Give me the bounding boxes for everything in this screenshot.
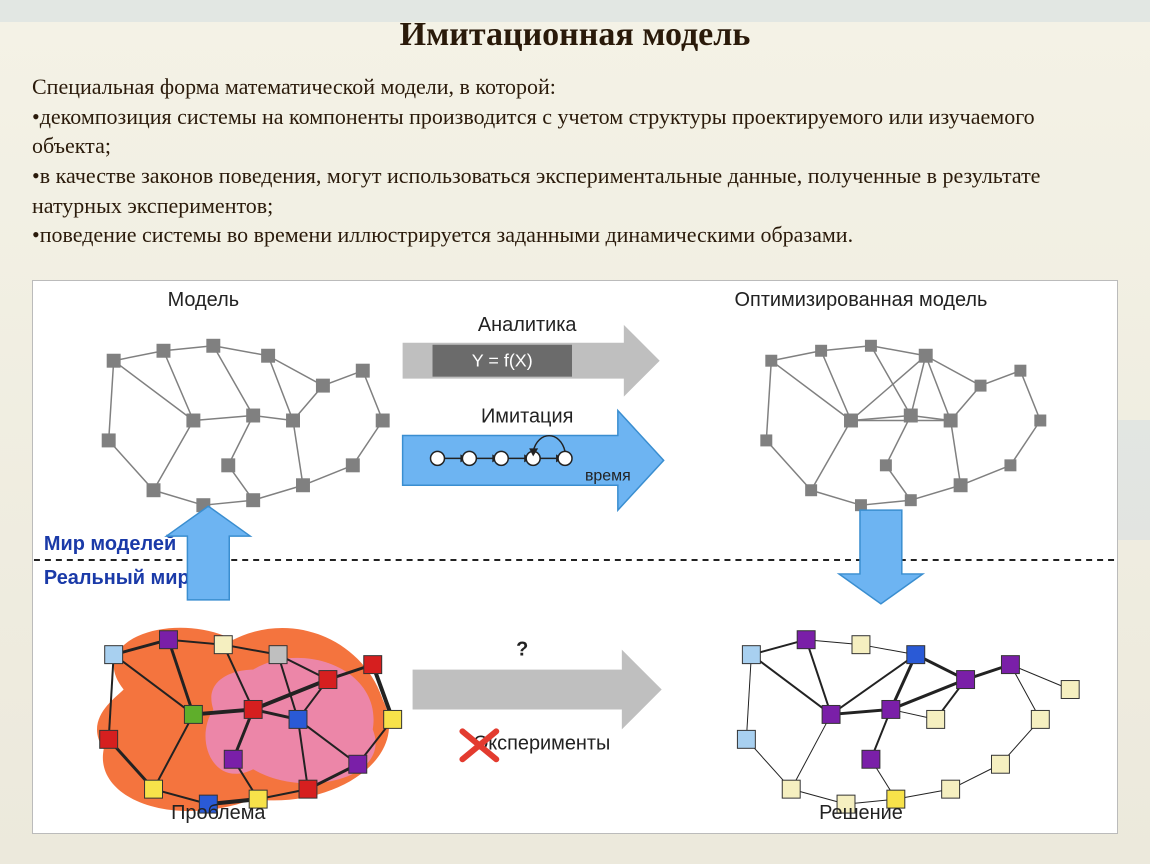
intro-text: Специальная форма математической модели,…	[32, 72, 1118, 250]
diagram-panel: Мир моделей Реальный мир Модель Оптимизиров…	[32, 280, 1118, 834]
svg-text:Имитация: Имитация	[481, 405, 573, 427]
svg-text:Решение: Решение	[819, 802, 903, 824]
svg-text:Y = f(X): Y = f(X)	[472, 351, 533, 371]
bullet: в качестве законов поведения, могут испо…	[32, 161, 1118, 220]
svg-text:Проблема: Проблема	[171, 802, 266, 824]
bullet: поведение системы во времени иллюстрируе…	[32, 220, 1118, 250]
svg-text:время: время	[585, 467, 631, 484]
diagram-svg: Мир моделей Реальный мир Модель Оптимизиров…	[33, 281, 1117, 833]
slide: Имитационная модель Специальная форма ма…	[0, 0, 1150, 864]
page-title: Имитационная модель	[0, 16, 1150, 54]
svg-text:Реальный мир: Реальный мир	[44, 567, 190, 589]
svg-text:Аналитика: Аналитика	[478, 314, 577, 336]
intro-bullets: декомпозиция системы на компоненты произ…	[32, 102, 1118, 250]
svg-text:Оптимизированная модель: Оптимизированная модель	[735, 289, 988, 311]
svg-text:?: ?	[516, 639, 528, 661]
svg-text:Мир моделей: Мир моделей	[44, 533, 176, 555]
bullet: декомпозиция системы на компоненты произ…	[32, 102, 1118, 161]
intro-lead: Специальная форма математической модели,…	[32, 74, 556, 99]
svg-text:Модель: Модель	[168, 289, 239, 311]
